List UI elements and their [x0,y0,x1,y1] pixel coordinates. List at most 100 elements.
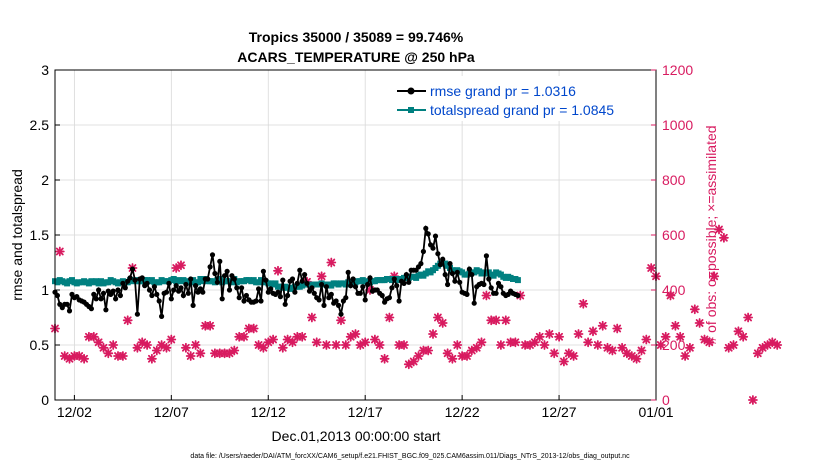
rmse-point [469,272,475,278]
rmse-point [435,251,441,257]
obs-count-marker [350,329,361,339]
rmse-point [367,275,373,281]
obs-count-marker [190,340,201,350]
rmse-point [386,295,392,301]
rmse-point [241,298,247,304]
rmse-point [200,289,206,295]
obs-count-marker [510,337,521,348]
obs-count-marker [495,340,506,350]
rmse-point [268,286,274,292]
obs-count-marker [646,263,657,273]
rmse-point [350,276,356,282]
totalspread-point [195,279,201,286]
obs-count-marker [578,298,589,309]
obs-count-marker [719,232,729,243]
obs-count-marker [118,351,128,361]
rmse-point [224,268,230,274]
rmse-point [449,270,455,277]
obs-count-marker [428,329,438,339]
y-left-tick-label: 0 [41,392,49,408]
obs-count-marker [641,334,652,345]
legend: rmse grand pr = 1.0316 totalspread grand… [393,76,651,121]
obs-count-marker [399,340,409,350]
rmse-point [389,285,395,291]
obs-count-marker [665,290,676,301]
rmse-point [185,290,191,296]
rmse-point [129,266,136,272]
rmse-point [471,300,477,306]
rmse-point [285,292,291,299]
rmse-point [309,285,315,291]
rmse-point [193,283,199,289]
x-tick-label: 12/22 [445,404,480,420]
obs-count-marker [408,356,419,367]
rmse-point [360,284,366,290]
rmse-point [180,292,186,299]
obs-count-marker [297,331,308,342]
rmse-point [207,264,213,270]
obs-count-marker [689,304,700,315]
y-right-tick-label: 1200 [662,62,693,78]
obs-count-marker [476,337,487,348]
obs-count-marker [311,337,322,348]
y-axis-left: 0 0.5 1 1.5 2 2.5 3 [30,62,60,408]
totalspread-point [216,276,223,282]
rmse-point [151,284,157,290]
rmse-point [96,287,102,293]
x-tick-label: 12/07 [154,404,189,420]
rmse-point [168,296,174,302]
rmse-point [292,289,298,295]
rmse-point [452,278,458,284]
obs-count-marker [685,342,695,353]
rmse-point [437,262,443,268]
rmse-point [256,286,262,292]
y-left-tick-label: 0.5 [30,337,50,353]
obs-count-marker [379,353,390,364]
chart-title-line1: Tropics 35000 / 35089 = 99.746% [249,29,464,45]
obs-count-marker [549,348,560,359]
rmse-point [144,280,150,286]
obs-count-marker [273,265,283,276]
rmse-point [117,292,123,299]
rmse-point [132,277,138,283]
obs-count-marker [185,351,196,361]
x-tick-label: 12/27 [542,404,577,420]
obs-count-marker [631,353,642,364]
rmse-point [219,296,225,302]
rmse-point [146,287,153,293]
y-axis-left-label: rmse and totalspread [9,169,25,301]
rmse-point [239,285,245,291]
obs-count-marker [660,331,671,342]
rmse-point [299,278,305,284]
y-right-tick-label: 600 [662,227,686,243]
rmse-point [493,290,499,296]
rmse-point [357,290,363,296]
obs-count-marker [607,345,618,356]
rmse-point [304,280,310,286]
obs-count-marker [306,312,317,323]
obs-count-marker [142,340,153,350]
rmse-point [277,294,283,300]
obs-count-marker [195,348,206,359]
legend-totalspread-marker [408,107,414,113]
rmse-point [466,266,472,272]
obs-count-marker [612,323,623,334]
rmse-point [280,277,286,283]
x-axis: 12/02 12/07 12/12 12/17 12/22 12/27 01/01 [57,395,674,420]
rmse-point [483,253,489,259]
rmse-point [253,298,259,304]
rmse-point [335,302,342,308]
rmse-point [319,281,325,288]
totalspread-point [514,277,521,284]
rmse-point [432,233,439,239]
rmse-point [352,284,359,290]
rmse-point [282,301,288,307]
y-left-tick-label: 1 [41,282,49,298]
y-axis-right-label: # of obs: o=possible; ×=assimilated [703,125,719,344]
obs-count-marker [462,351,472,361]
obs-count-marker [573,329,584,339]
rmse-point [178,285,184,291]
rmse-point [379,292,385,299]
obs-count-marker [655,340,666,350]
obs-count-marker [592,340,603,350]
